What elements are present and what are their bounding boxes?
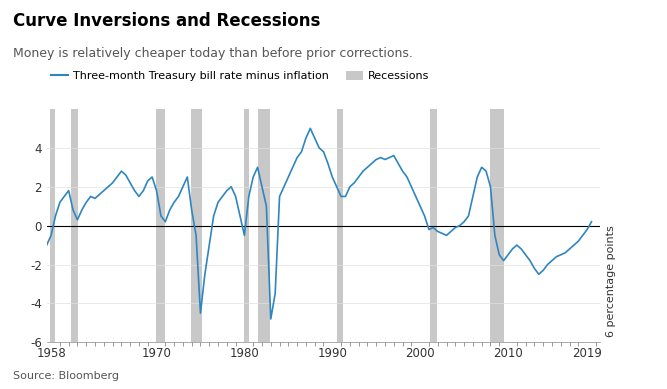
Bar (244, 109, 249, 342)
Bar (156, 109, 165, 342)
Bar (490, 109, 504, 342)
Legend: Three-month Treasury bill rate minus inflation, Recessions: Three-month Treasury bill rate minus inf… (47, 67, 434, 86)
Bar (257, 109, 270, 342)
Text: Money is relatively cheaper today than before prior corrections.: Money is relatively cheaper today than b… (13, 47, 414, 60)
Text: Source: Bloomberg: Source: Bloomberg (13, 371, 119, 381)
Bar (337, 109, 343, 342)
Text: Curve Inversions and Recessions: Curve Inversions and Recessions (13, 12, 321, 30)
Y-axis label: 6 percentage points: 6 percentage points (606, 226, 616, 337)
Bar (430, 109, 437, 342)
Bar (71, 109, 78, 342)
Bar (191, 109, 202, 342)
Bar (49, 109, 55, 342)
